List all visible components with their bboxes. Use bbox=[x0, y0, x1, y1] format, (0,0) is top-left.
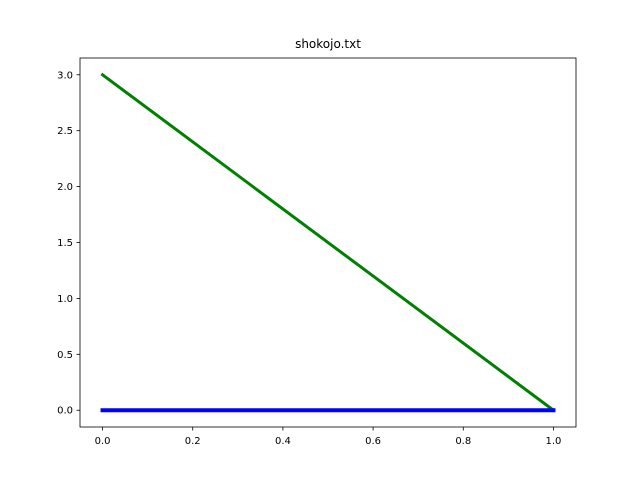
x-tick-label: 1.0 bbox=[546, 436, 562, 447]
y-tick-label: 0.0 bbox=[57, 406, 73, 417]
y-tick-label: 2.0 bbox=[57, 182, 73, 193]
chart-title: shokojo.txt bbox=[295, 37, 361, 51]
x-tick-label: 0.8 bbox=[455, 436, 471, 447]
series-layer bbox=[100, 72, 556, 413]
x-tick-label: 0.0 bbox=[95, 436, 111, 447]
y-tick-label: 1.0 bbox=[57, 294, 73, 305]
y-tick-label: 1.5 bbox=[57, 238, 73, 249]
x-tick-label: 0.2 bbox=[185, 436, 201, 447]
axes-layer: 0.0 0.2 0.4 0.6 0.8 1.0 0.0 0.5 1.0 1.5 2.0 2.5 3.0 bbox=[57, 57, 577, 447]
green-series-line bbox=[100, 72, 556, 413]
y-tick-label: 3.0 bbox=[57, 70, 73, 81]
y-tick-label: 0.5 bbox=[57, 350, 73, 361]
x-tick-label: 0.6 bbox=[365, 436, 381, 447]
x-tick-label: 0.4 bbox=[275, 436, 291, 447]
y-tick-label: 2.5 bbox=[57, 126, 73, 137]
